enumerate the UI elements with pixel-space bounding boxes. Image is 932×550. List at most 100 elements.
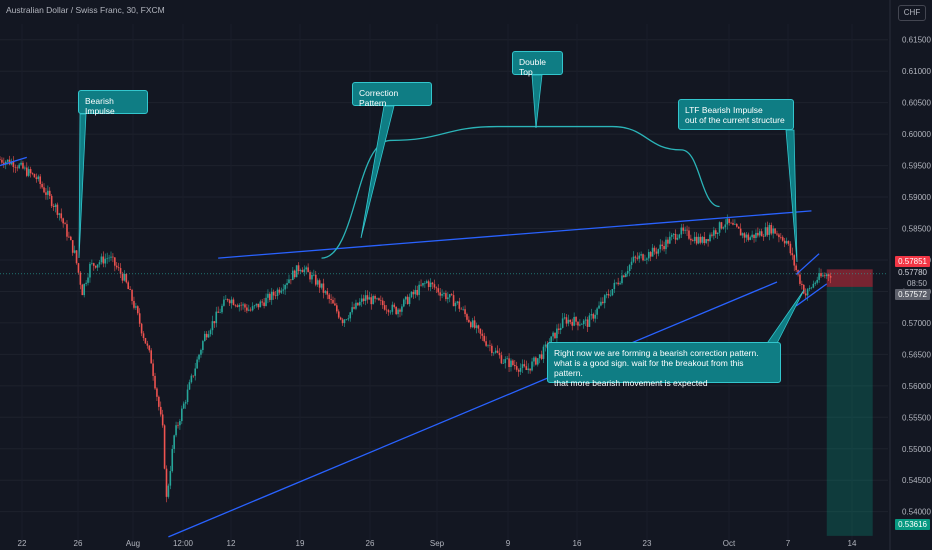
annotation-ltf-impulse[interactable]: LTF Bearish Impulse out of the current s…	[678, 99, 794, 130]
candle-body	[768, 224, 771, 235]
candle-body	[783, 240, 786, 244]
candle-body	[202, 341, 204, 350]
candle-body	[282, 289, 285, 291]
candle-body	[175, 425, 177, 436]
candle-body	[477, 325, 480, 329]
candle-body	[251, 306, 254, 311]
candle-body	[169, 471, 172, 486]
x-tick-label: 26	[366, 539, 375, 548]
candle-body	[697, 236, 700, 244]
candle-body	[257, 303, 260, 308]
candle-body	[584, 319, 587, 321]
candle-body	[780, 237, 782, 238]
candle-body	[290, 279, 292, 281]
candle-body	[713, 230, 715, 236]
candle-body	[596, 308, 598, 315]
candle-body	[244, 304, 246, 308]
candle-body	[485, 341, 487, 346]
candle-body	[399, 309, 401, 312]
candle-body	[466, 314, 468, 320]
candle-body	[347, 318, 350, 320]
candle-body	[351, 307, 353, 313]
candle-body	[25, 167, 28, 176]
candle-body	[600, 301, 602, 306]
candle-body	[6, 159, 9, 162]
time-axis[interactable]: 22 26 Aug 12:00 12 19 26 Sep 9 16 23 Oct 7 14	[18, 539, 857, 548]
candle-body	[663, 246, 665, 250]
candle-body	[728, 218, 730, 223]
stop-price-tag: 0.57851	[895, 256, 930, 267]
candle-body	[422, 282, 424, 286]
candle-body	[94, 265, 97, 268]
candle-body	[699, 236, 702, 243]
candle-body	[691, 240, 694, 242]
annotation-correction-pattern[interactable]: Correction Pattern	[352, 82, 432, 108]
candle-body	[776, 233, 778, 235]
candle-body	[150, 350, 152, 364]
candle-body	[504, 359, 507, 364]
x-tick-label: 12:00	[173, 539, 194, 548]
x-tick-label: Sep	[430, 539, 445, 548]
candle-body	[3, 162, 5, 165]
candle-body	[121, 273, 124, 281]
candle-body	[123, 273, 126, 281]
candle-body	[43, 187, 45, 193]
candle-body	[636, 257, 639, 259]
candle-body	[705, 239, 707, 244]
upper-trendline	[218, 210, 812, 259]
candle-body	[391, 304, 394, 312]
candle-body	[89, 263, 91, 278]
candle-body	[276, 289, 279, 296]
candle-body	[406, 296, 409, 305]
candle-body	[510, 360, 512, 368]
annotation-bearish-impulse[interactable]: Bearish Impulse	[78, 90, 148, 116]
candle-body	[818, 273, 820, 280]
candle-body	[429, 282, 432, 287]
grid-lines	[0, 24, 888, 540]
candle-body	[211, 321, 214, 331]
trendlines[interactable]	[0, 156, 828, 538]
candle-body	[66, 224, 68, 237]
y-tick-label: 0.60000	[902, 130, 931, 139]
candle-body	[404, 296, 407, 300]
candle-body	[316, 280, 319, 285]
candle-body	[272, 291, 275, 296]
candle-body	[79, 272, 82, 285]
candle-body	[607, 294, 610, 296]
candle-body	[92, 263, 95, 266]
candle-body	[412, 291, 415, 295]
candle-body	[799, 274, 801, 284]
candle-body	[326, 291, 329, 295]
annotation-text: that more bearish movement is expected	[554, 378, 708, 388]
annotation-correction-note[interactable]: Right now we are forming a bearish corre…	[547, 342, 781, 388]
candle-body	[724, 224, 727, 228]
candle-body	[716, 232, 719, 234]
candle-body	[364, 295, 367, 302]
candle-body	[533, 357, 535, 362]
candle-body	[475, 325, 478, 328]
candle-body	[385, 309, 388, 311]
currency-button[interactable]: CHF	[898, 5, 926, 21]
annotation-double-top[interactable]: Double Top	[512, 51, 563, 77]
candle-body	[81, 284, 84, 296]
candle-body	[525, 366, 528, 371]
candle-body	[647, 252, 650, 259]
x-tick-label: 16	[573, 539, 582, 548]
candle-body	[542, 346, 545, 359]
candle-body	[117, 267, 120, 269]
short-position-box[interactable]	[826, 269, 873, 536]
candle-body	[223, 299, 225, 306]
candle-body	[598, 305, 600, 309]
y-tick-label: 0.59500	[902, 162, 931, 171]
candle-body	[200, 349, 202, 355]
target-price-tag: 0.53616	[895, 519, 930, 530]
candle-body	[196, 359, 198, 369]
annotation-text: Right now we are forming a bearish corre…	[554, 348, 759, 358]
double-top-curve[interactable]	[321, 125, 720, 259]
candle-body	[240, 304, 242, 306]
candle-body	[397, 309, 399, 315]
candle-body	[368, 297, 371, 300]
candle-body	[249, 309, 252, 311]
candle-body	[447, 297, 449, 300]
